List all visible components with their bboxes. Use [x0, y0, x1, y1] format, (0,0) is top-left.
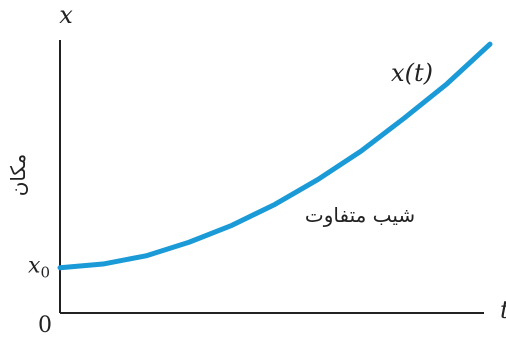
x-axis-label: t: [500, 296, 506, 324]
slope-annotation: شیب متفاوت: [305, 203, 415, 227]
origin-label: 0: [38, 313, 52, 338]
initial-position-label: x0: [28, 254, 50, 282]
curve-label: x(t): [391, 59, 433, 87]
position-curve-series: [57, 41, 493, 271]
initial-position-symbol: x: [28, 254, 41, 279]
y-axis-label: x: [59, 1, 73, 29]
initial-position-subscript: 0: [40, 264, 50, 282]
y-side-label: مکان: [6, 154, 30, 197]
